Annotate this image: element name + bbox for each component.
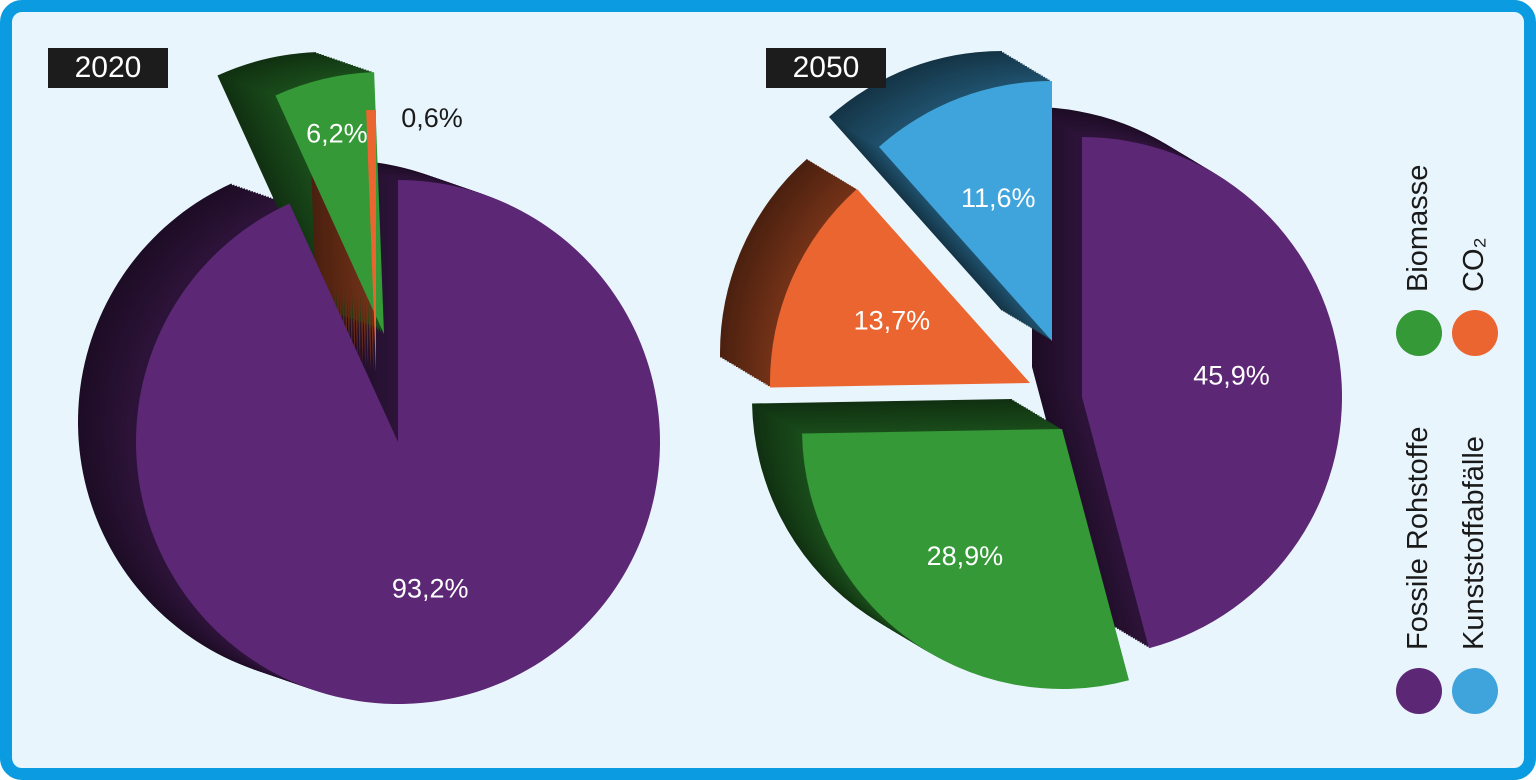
slice-kunststoffabfalle	[878, 81, 1052, 341]
slice-label-kunststoffabfalle: 11,6%	[961, 183, 1036, 213]
legend-swatch-co2	[1452, 310, 1498, 356]
slice-label-fossile-rohstoffe: 45,9%	[1193, 361, 1270, 391]
slice-fossile-rohstoffe	[1082, 137, 1342, 649]
year-label-2050: 2050	[766, 48, 886, 88]
slice-fossile-rohstoffe	[135, 180, 660, 705]
slice-biomasse	[275, 72, 384, 334]
legend-swatch-kunststoff	[1452, 668, 1498, 714]
pie-chart-2050: 45,9% 28,9% 13,7% 11,6%	[720, 51, 1342, 690]
legend-swatch-fossile	[1396, 668, 1442, 714]
legend-label-fossile: Fossile Rohstoffe	[1402, 426, 1434, 650]
pie-charts: 93,2% 6,2% 0,6% 45,9% 28,9% 13,7% 11,6%	[77, 51, 1342, 705]
slice-co2	[770, 188, 1030, 388]
slice-co2	[366, 110, 376, 372]
legend-label-kunststoff: Kunststoffabfälle	[1458, 436, 1490, 650]
legend-swatch-biomasse	[1396, 310, 1442, 356]
slice-label-co2: 0,6%	[401, 103, 463, 133]
slice-label-co2: 13,7%	[854, 306, 931, 336]
legend-label-co2: CO₂	[1458, 237, 1490, 292]
slice-label-biomasse: 28,9%	[927, 541, 1004, 571]
slice-label-biomasse: 6,2%	[306, 118, 368, 148]
legend-label-biomasse: Biomasse	[1402, 164, 1434, 292]
pie-chart-2020: 93,2% 6,2% 0,6%	[77, 52, 660, 705]
slice-label-fossile-rohstoffe: 93,2%	[392, 574, 469, 604]
year-label-2020: 2020	[48, 48, 168, 88]
slice-biomasse	[802, 429, 1129, 690]
